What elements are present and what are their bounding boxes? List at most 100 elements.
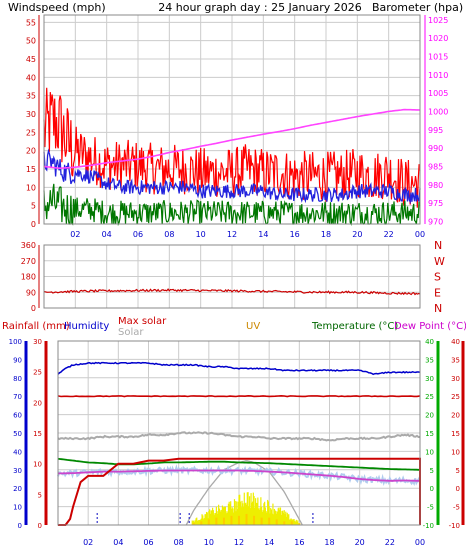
x-tick-label: 22 <box>384 230 394 239</box>
climate-plot-frame <box>57 340 421 526</box>
x-tick-label: 20 <box>355 538 365 547</box>
uv-bar <box>207 519 210 525</box>
uv-bar <box>222 517 225 525</box>
compass-label: W <box>434 255 445 268</box>
humidity-tick-label: 0 <box>18 522 22 530</box>
max-solar-curve <box>185 460 303 526</box>
wind-tick-label: 30 <box>26 110 36 119</box>
x-tick-label: 00 <box>415 230 425 239</box>
dew-tick-label: 0 <box>456 485 460 493</box>
wind-tick-label: 35 <box>26 92 36 101</box>
humidity-tick-label: 60 <box>13 412 22 420</box>
wind-tick-label: 15 <box>26 165 36 174</box>
x-tick-label: 08 <box>174 538 184 547</box>
baro-tick-label: 975 <box>428 199 443 208</box>
dew-tick-label: 35 <box>451 356 460 364</box>
uv-bar <box>298 523 301 525</box>
chart-title: 24 hour graph day : 25 January 2026 <box>158 1 362 14</box>
x-tick-label: 12 <box>234 538 244 547</box>
baro-tick-label: 1005 <box>428 89 448 98</box>
baro-tick-label: 1025 <box>428 16 448 25</box>
wind-tick-label: 50 <box>26 37 36 46</box>
wind-baro-panel: 0510152025303540455055970975980985990995… <box>26 14 448 239</box>
solar-trace-line <box>57 431 420 442</box>
wind-tick-label: 25 <box>26 128 36 137</box>
baro-tick-label: 1010 <box>428 71 448 80</box>
wind-tick-label: 45 <box>26 55 36 64</box>
humidity-tick-label: 40 <box>13 448 22 456</box>
wind-tick-label: 40 <box>26 73 36 82</box>
dew-tick-label: -5 <box>453 504 460 512</box>
x-tick-label: 02 <box>83 538 93 547</box>
dewpoint-line <box>57 469 420 482</box>
x-tick-label: 14 <box>258 230 268 239</box>
baro-tick-label: 985 <box>428 162 443 171</box>
x-tick-label: 02 <box>70 230 80 239</box>
temp-tick-label: 35 <box>425 356 434 364</box>
x-tick-label: 14 <box>264 538 274 547</box>
baro-tick-label: 970 <box>428 217 443 226</box>
baro-tick-label: 995 <box>428 126 443 135</box>
dew-tick-label: 20 <box>451 412 460 420</box>
wind-avg-line <box>43 148 421 205</box>
x-tick-label: 00 <box>415 538 425 547</box>
rain-tick-label: 25 <box>33 369 42 377</box>
legend-label: Temperature (°C) <box>311 321 398 332</box>
windspeed-axis-label: Windspeed (mph) <box>8 1 106 14</box>
humidity-tick-label: 90 <box>13 356 22 364</box>
legend-label: Humidity <box>64 321 109 332</box>
wind-tick-label: 5 <box>31 202 36 211</box>
baro-tick-label: 980 <box>428 181 443 190</box>
compass-label: E <box>434 286 441 299</box>
x-tick-label: 06 <box>133 230 143 239</box>
rain-tick-label: 15 <box>33 430 42 438</box>
rain-tick-label: 30 <box>33 338 42 346</box>
compass-label: S <box>434 271 441 284</box>
temp-tick-label: 5 <box>430 467 434 475</box>
x-tick-label: 22 <box>385 538 395 547</box>
x-tick-label: 10 <box>204 538 214 547</box>
humidity-tick-label: 100 <box>9 338 22 346</box>
legend-label: UV <box>246 321 260 332</box>
x-tick-label: 20 <box>352 230 362 239</box>
dew-tick-label: 15 <box>451 430 460 438</box>
x-tick-label: 18 <box>324 538 334 547</box>
dew-tick-label: 5 <box>456 467 460 475</box>
temp-tick-label: -10 <box>423 522 434 530</box>
compass-label: N <box>434 239 442 252</box>
barometer-line <box>43 108 421 169</box>
wind-tick-label: 10 <box>26 183 36 192</box>
dir-plot-frame <box>43 244 421 309</box>
temp-tick-label: 10 <box>425 448 434 456</box>
x-tick-label: 10 <box>196 230 206 239</box>
max-solar-line <box>57 394 421 398</box>
dir-tick-label: 270 <box>21 257 36 266</box>
compass-label: N <box>434 302 442 315</box>
wind-plot-frame <box>43 14 421 225</box>
legend-label: Solar <box>118 327 144 338</box>
uv-bar <box>238 515 240 525</box>
dir-tick-label: 0 <box>31 304 36 313</box>
rain-tick-label: 20 <box>33 399 42 407</box>
wind-tick-label: 0 <box>31 220 36 229</box>
uv-bar <box>215 517 218 525</box>
humidity-tick-label: 80 <box>13 375 22 383</box>
dir-tick-label: 180 <box>21 273 36 282</box>
x-tick-label: 12 <box>227 230 237 239</box>
dir-tick-label: 360 <box>21 241 36 250</box>
dir-tick-label: 90 <box>26 288 36 297</box>
temp-tick-label: -5 <box>427 504 434 512</box>
temp-tick-label: 20 <box>425 412 434 420</box>
wind-tick-label: 55 <box>26 18 36 27</box>
baro-tick-label: 1020 <box>428 34 448 43</box>
humidity-tick-label: 20 <box>13 485 22 493</box>
rainfall-line <box>58 457 421 526</box>
humidity-tick-label: 10 <box>13 504 22 512</box>
legend-label: Rainfall (mm) <box>2 321 70 332</box>
x-tick-label: 16 <box>290 230 300 239</box>
wind-tick-label: 20 <box>26 147 36 156</box>
humidity-tick-label: 70 <box>13 393 22 401</box>
dew-tick-label: -10 <box>449 522 460 530</box>
